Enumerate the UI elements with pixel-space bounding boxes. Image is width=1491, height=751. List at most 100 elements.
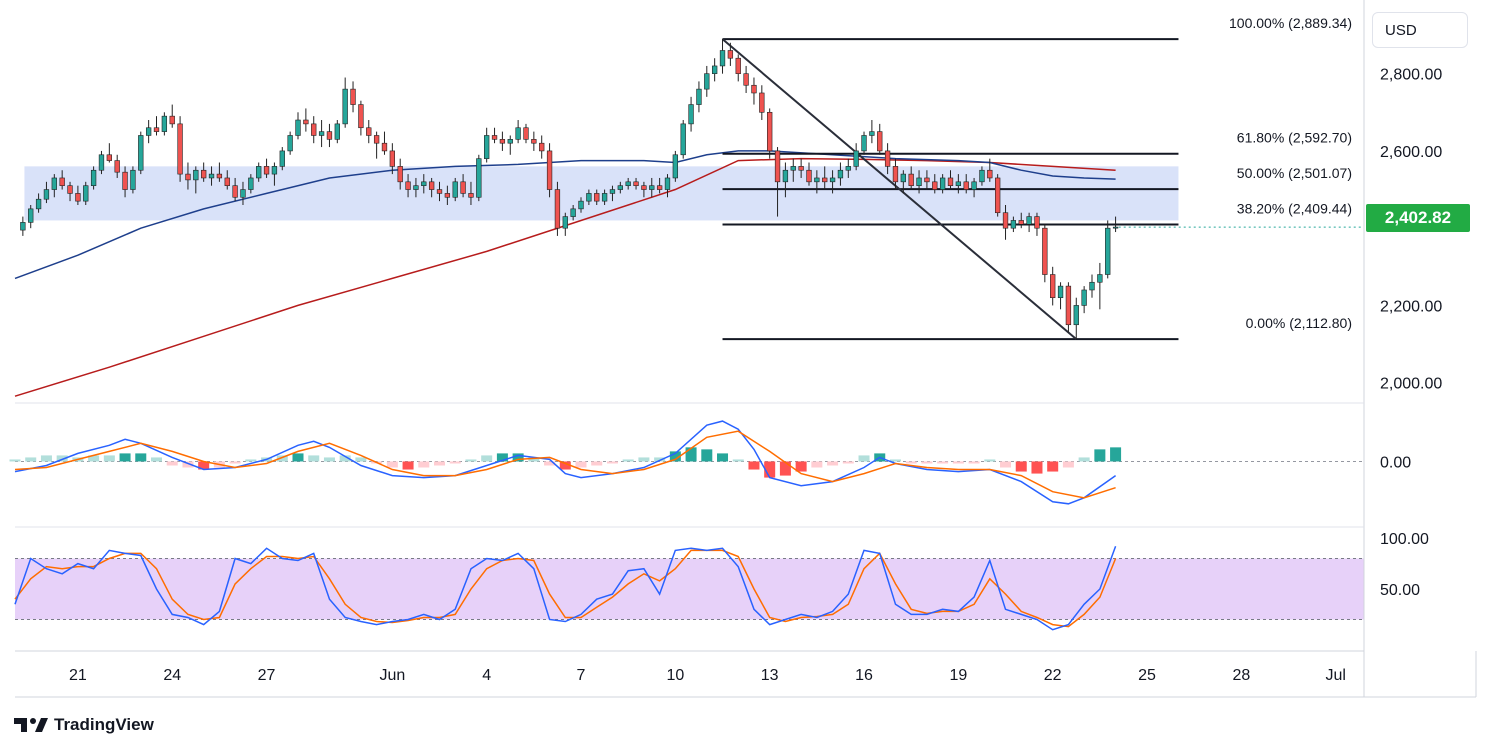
macd-histogram-bar [1031, 461, 1043, 474]
candle [837, 162, 844, 186]
candle [20, 216, 26, 236]
candle-body [515, 127, 521, 140]
candle-body [248, 177, 254, 190]
macd-histogram-bar [1094, 449, 1106, 462]
candle [224, 170, 230, 190]
candle-body [279, 150, 285, 167]
candle [153, 116, 160, 136]
candle-body [311, 123, 317, 136]
candle [688, 96, 694, 132]
candle [358, 100, 364, 136]
macd-histogram-bar [544, 461, 556, 466]
candle [145, 120, 152, 144]
candle [979, 166, 985, 186]
candle [798, 158, 804, 178]
macd-histogram-bar [339, 455, 351, 462]
candle-body [43, 189, 50, 200]
candle [114, 154, 120, 178]
stochastic-k-line [14, 546, 1117, 631]
candle-body [1057, 285, 1064, 299]
candle [955, 174, 962, 194]
candle [138, 131, 144, 175]
candle-body [790, 166, 796, 171]
macd-histogram-bar [1015, 461, 1027, 472]
brand[interactable]: TradingView [14, 712, 154, 738]
currency-selector[interactable]: USD [1372, 12, 1468, 48]
candle-body [491, 135, 498, 140]
macd-histogram-bar [1047, 461, 1059, 472]
candle-body [837, 169, 844, 179]
candle [1089, 274, 1095, 298]
candle [499, 131, 506, 151]
candle [130, 166, 136, 194]
candle [59, 170, 65, 190]
macd-histogram-bar [654, 457, 666, 462]
candle-body [1026, 216, 1032, 225]
macd-histogram-bar [245, 459, 257, 462]
macd-histogram-bar [1000, 461, 1012, 468]
time-tick-label: 24 [163, 667, 181, 684]
candle-body [531, 139, 537, 144]
candle [601, 189, 608, 205]
candle-body [782, 169, 789, 183]
candle [656, 177, 663, 194]
candle-body [869, 131, 875, 136]
candle [169, 104, 175, 128]
candle-body [1089, 281, 1095, 291]
candle [83, 181, 89, 205]
tradingview-logo-icon [14, 718, 48, 732]
candle [719, 38, 726, 74]
candle [161, 112, 168, 136]
macd-pane: 0.00 [9, 420, 1411, 505]
candle-body [20, 222, 26, 231]
candle [609, 185, 616, 202]
candle-body [499, 139, 506, 144]
candle [774, 147, 781, 217]
candle-body [350, 88, 356, 105]
candle [491, 127, 498, 144]
macd-histogram-bar [449, 461, 461, 464]
candle [1050, 266, 1056, 306]
candle-body [201, 169, 207, 179]
candle [861, 131, 867, 155]
candle-body [1050, 274, 1056, 299]
macd-histogram-bar [811, 461, 823, 468]
candle [1010, 216, 1017, 233]
macd-histogram-bar [685, 447, 697, 462]
time-tick-label: 25 [1138, 667, 1156, 684]
macd-histogram-bar [434, 461, 446, 466]
macd-zero-label: 0.00 [1380, 454, 1411, 471]
candle [546, 143, 553, 198]
candle [67, 181, 73, 202]
candle [507, 135, 513, 155]
candle-body [381, 142, 388, 152]
candle-body [138, 135, 144, 171]
candle-body [35, 198, 42, 210]
candle-body [145, 127, 152, 136]
candle [531, 131, 537, 151]
candle [963, 174, 969, 194]
time-tick-label: 10 [666, 667, 684, 684]
candle [373, 131, 380, 159]
macd-histogram-bar [1062, 461, 1074, 468]
candle [240, 181, 246, 205]
candle-body [1073, 305, 1079, 326]
fib-trend-line [721, 38, 1077, 340]
candle-body [656, 185, 663, 190]
candle-body [208, 173, 215, 179]
candle-body [326, 131, 333, 140]
candle-body [484, 135, 490, 159]
candle-body [98, 154, 105, 171]
candle [326, 123, 333, 148]
candle-body [507, 139, 513, 144]
candle-body [987, 169, 993, 179]
candle-body [428, 181, 435, 190]
candle [987, 158, 993, 182]
candle-body [649, 185, 655, 190]
candle [877, 123, 883, 155]
candle [271, 162, 278, 186]
candle [35, 193, 42, 213]
candle-body [546, 150, 553, 190]
candle [672, 150, 679, 182]
candle [539, 135, 545, 159]
